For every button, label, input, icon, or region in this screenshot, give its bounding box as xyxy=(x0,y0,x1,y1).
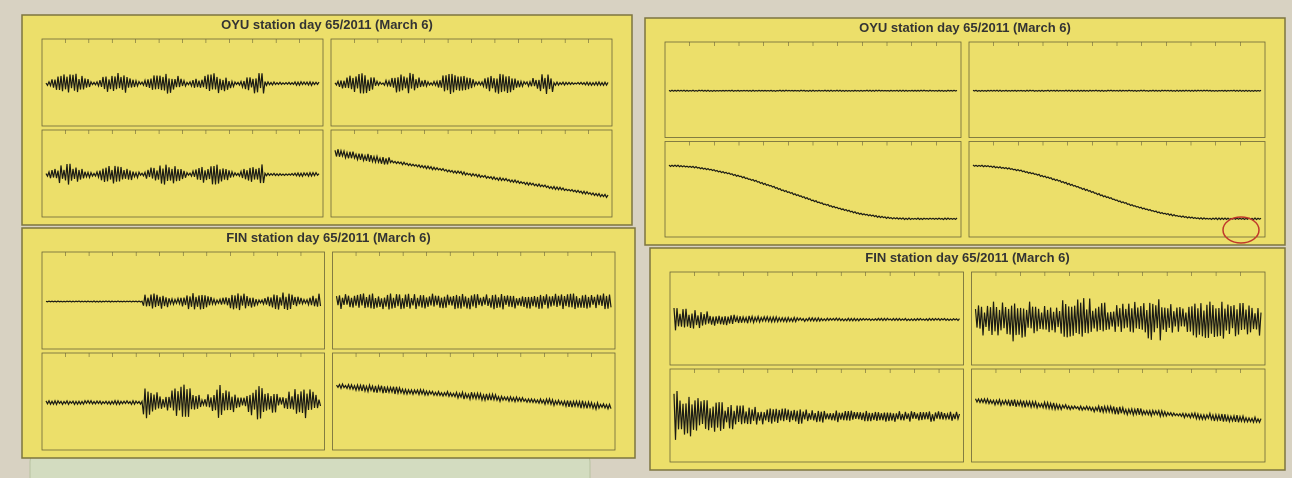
seismogram-panel: FIN station day 65/2011 (March 6) xyxy=(650,248,1285,470)
panel-background xyxy=(650,248,1285,470)
panel-title: OYU station day 65/2011 (March 6) xyxy=(221,17,433,32)
seismogram-panel: FIN station day 65/2011 (March 6) xyxy=(22,228,635,458)
panel-background xyxy=(645,18,1285,245)
panel-background xyxy=(22,15,632,225)
panel-title: FIN station day 65/2011 (March 6) xyxy=(865,250,1069,265)
panel-title: OYU station day 65/2011 (March 6) xyxy=(859,20,1071,35)
poster: OYU station day 65/2011 (March 6) OYU sta… xyxy=(0,0,1292,478)
panel-title: FIN station day 65/2011 (March 6) xyxy=(226,230,430,245)
seismogram-panel: OYU station day 65/2011 (March 6) xyxy=(645,18,1285,245)
panels: OYU station day 65/2011 (March 6) OYU sta… xyxy=(22,15,1285,470)
seismogram-panel: OYU station day 65/2011 (March 6) xyxy=(22,15,632,225)
panel-background xyxy=(22,228,635,458)
